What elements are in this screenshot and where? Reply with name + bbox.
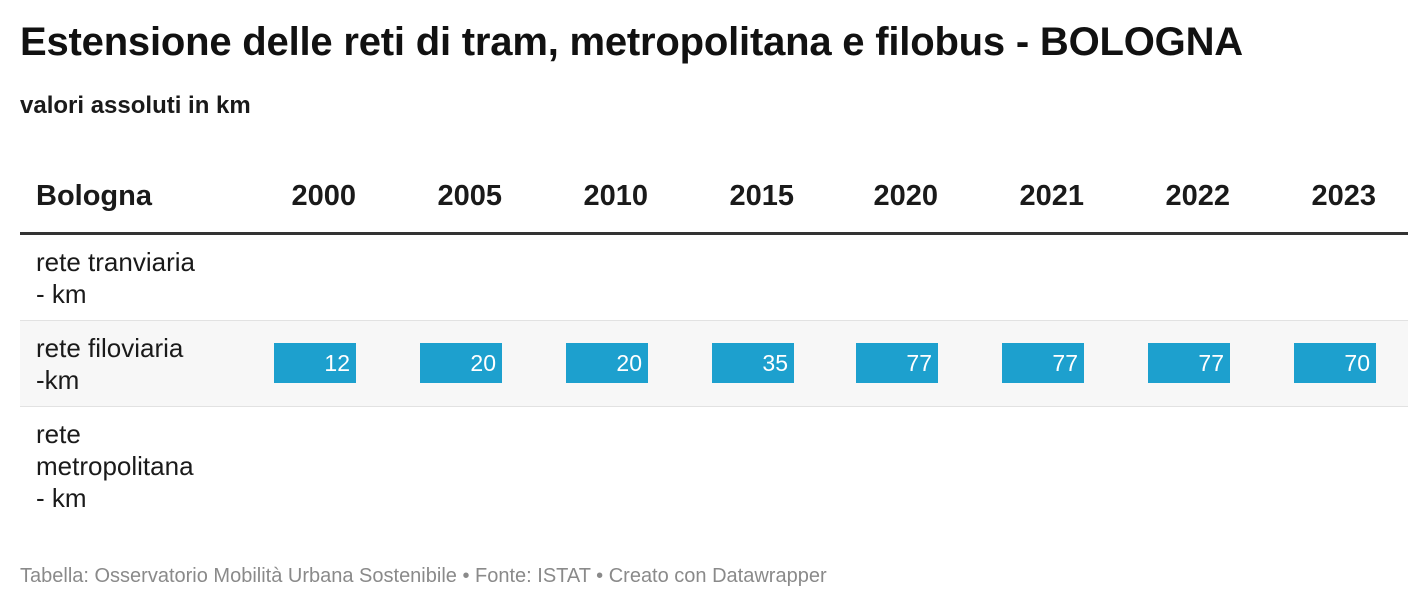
value-bar-2015: 35 (712, 343, 794, 383)
header-year-2023: 2023 (1311, 180, 1376, 212)
row-label-line: rete filoviaria (36, 333, 184, 363)
header-year-2021: 2021 (1019, 180, 1084, 212)
row-label-line: rete (36, 419, 81, 449)
data-table: Bologna 2000 2005 2010 2015 2020 2021 2022 2023… (20, 164, 1408, 525)
header-year-2005: 2005 (437, 180, 502, 212)
chart-title: Estensione delle reti di tram, metropoli… (20, 20, 1243, 64)
table-row: rete tranviaria - km (20, 235, 1408, 321)
row-label-line: rete tranviaria (36, 247, 195, 277)
header-label: Bologna (36, 180, 152, 212)
chart-footer: Tabella: Osservatorio Mobilità Urbana So… (20, 565, 827, 587)
header-year-2022: 2022 (1165, 180, 1230, 212)
header-year-2020: 2020 (873, 180, 938, 212)
value-bar-2005: 20 (420, 343, 502, 383)
row-label-line: metropolitana (36, 451, 194, 481)
header-year-2000: 2000 (291, 180, 356, 212)
value-bar-2020: 77 (856, 343, 938, 383)
row-label-line: - km (36, 279, 87, 309)
chart-subtitle: valori assoluti in km (20, 92, 251, 119)
table-row: rete filoviaria -km 12 20 20 35 77 77 77 70 (20, 321, 1408, 407)
header-year-2010: 2010 (583, 180, 648, 212)
value-bar-2023: 70 (1294, 343, 1376, 383)
row-label: rete metropolitana - km (36, 418, 236, 514)
table-header-row: Bologna 2000 2005 2010 2015 2020 2021 2022 2023 (20, 164, 1408, 235)
header-year-2015: 2015 (729, 180, 794, 212)
row-label-line: -km (36, 365, 80, 395)
value-bar-2022: 77 (1148, 343, 1230, 383)
row-label: rete tranviaria - km (36, 246, 236, 310)
value-bar-2000: 12 (274, 343, 356, 383)
value-bar-2010: 20 (566, 343, 648, 383)
row-label: rete filoviaria -km (36, 332, 236, 396)
row-label-line: - km (36, 483, 87, 513)
table-row: rete metropolitana - km (20, 407, 1408, 525)
value-bar-2021: 77 (1002, 343, 1084, 383)
